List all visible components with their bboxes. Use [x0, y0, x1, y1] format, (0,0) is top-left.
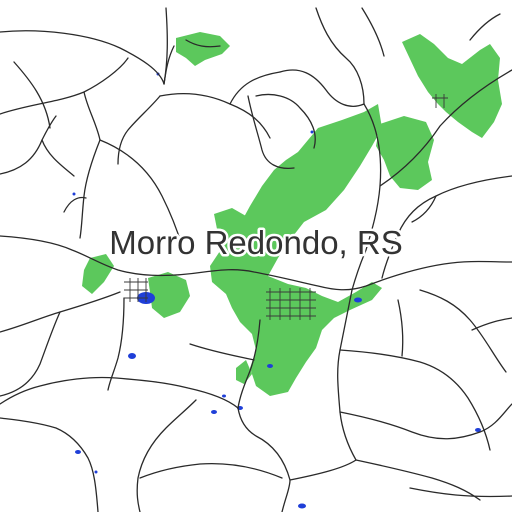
road [397, 299, 404, 357]
road [139, 462, 283, 479]
road [351, 103, 382, 291]
road [99, 139, 183, 247]
road [0, 115, 57, 175]
road [355, 459, 481, 501]
road [79, 139, 101, 239]
pond [211, 410, 217, 414]
road [411, 195, 437, 223]
vegetation-area-east [376, 116, 434, 190]
road [237, 407, 291, 512]
vegetation-area-patch-south [236, 360, 252, 384]
vegetation-area-northeast [402, 34, 502, 138]
road [379, 69, 512, 187]
road [13, 61, 51, 129]
road [337, 289, 357, 461]
road-network [0, 7, 512, 512]
road [469, 13, 501, 41]
pond [475, 428, 481, 432]
road [339, 403, 512, 440]
road [159, 92, 271, 139]
road [0, 376, 239, 409]
road [41, 139, 75, 177]
pond [72, 192, 76, 196]
pond [354, 297, 362, 303]
town-streets [124, 94, 448, 320]
pond [75, 450, 81, 454]
road [0, 57, 129, 115]
pond [310, 130, 314, 134]
road [279, 69, 365, 107]
road [255, 93, 316, 149]
road [107, 297, 125, 391]
road [185, 39, 221, 48]
vegetation-area-north [176, 32, 230, 66]
road [339, 349, 491, 451]
vegetation-area-central [210, 104, 382, 396]
road [189, 343, 255, 361]
road [136, 399, 197, 512]
vegetation-area-west [148, 272, 190, 318]
pond [128, 353, 136, 359]
pond [267, 364, 273, 368]
road [419, 289, 507, 373]
town-grid-main [266, 288, 316, 320]
pond [298, 503, 306, 509]
pond [94, 470, 98, 474]
road [163, 45, 175, 85]
vegetation-area-west-small [82, 254, 114, 294]
road [63, 196, 87, 213]
road [247, 95, 295, 170]
road [0, 235, 512, 291]
road [315, 7, 365, 105]
place-label: Morro Redondo, RS [109, 224, 402, 261]
town-grid-north [432, 94, 448, 108]
pond [222, 394, 226, 398]
road [0, 417, 99, 512]
road [361, 7, 385, 57]
road [0, 311, 61, 397]
road [471, 317, 512, 331]
road [381, 175, 512, 279]
water-layer [72, 72, 481, 509]
road [229, 71, 281, 105]
vegetation-layer [82, 32, 502, 396]
road [289, 459, 357, 481]
road [83, 91, 101, 141]
road [0, 30, 165, 85]
road [409, 487, 512, 498]
town-grid-west [124, 278, 148, 302]
road [117, 95, 161, 165]
road [237, 319, 261, 409]
vegetation-area-patch [214, 208, 246, 240]
